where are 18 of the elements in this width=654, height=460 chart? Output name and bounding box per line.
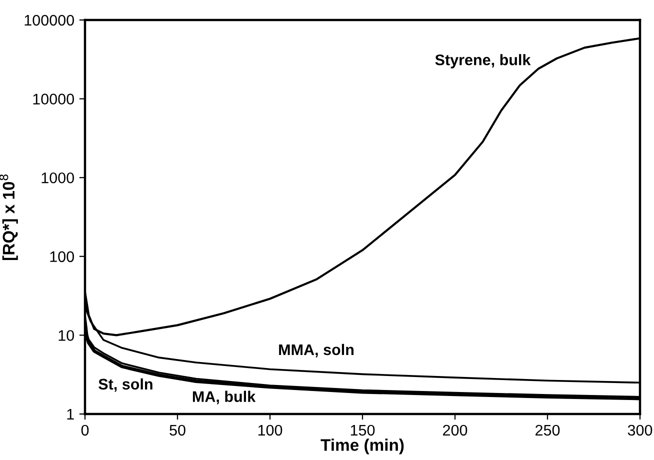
x-tick-label: 300 (628, 424, 652, 436)
x-tick-label: 250 (536, 424, 560, 436)
series-label: St, soln (98, 378, 152, 392)
x-tick-label: 150 (350, 424, 375, 436)
y-tick-label: 10 (58, 330, 74, 341)
y-tick-label: 10000 (33, 94, 74, 104)
series-label: MA, bulk (192, 390, 256, 404)
y-tick-label: 1 (67, 409, 74, 420)
y-tick-label: 100000 (24, 14, 74, 26)
x-axis-title: Time (min) (320, 438, 404, 454)
x-tick-label: 200 (443, 424, 468, 436)
x-tick-label: 50 (170, 424, 186, 436)
series-label: MMA, soln (279, 344, 354, 358)
x-tick-label: 100 (258, 424, 282, 436)
y-tick-label: 100 (50, 251, 74, 262)
y-tick-label: 1000 (42, 172, 74, 184)
series-label: Styrene, bulk (435, 54, 531, 68)
x-tick-label: 0 (81, 424, 89, 436)
